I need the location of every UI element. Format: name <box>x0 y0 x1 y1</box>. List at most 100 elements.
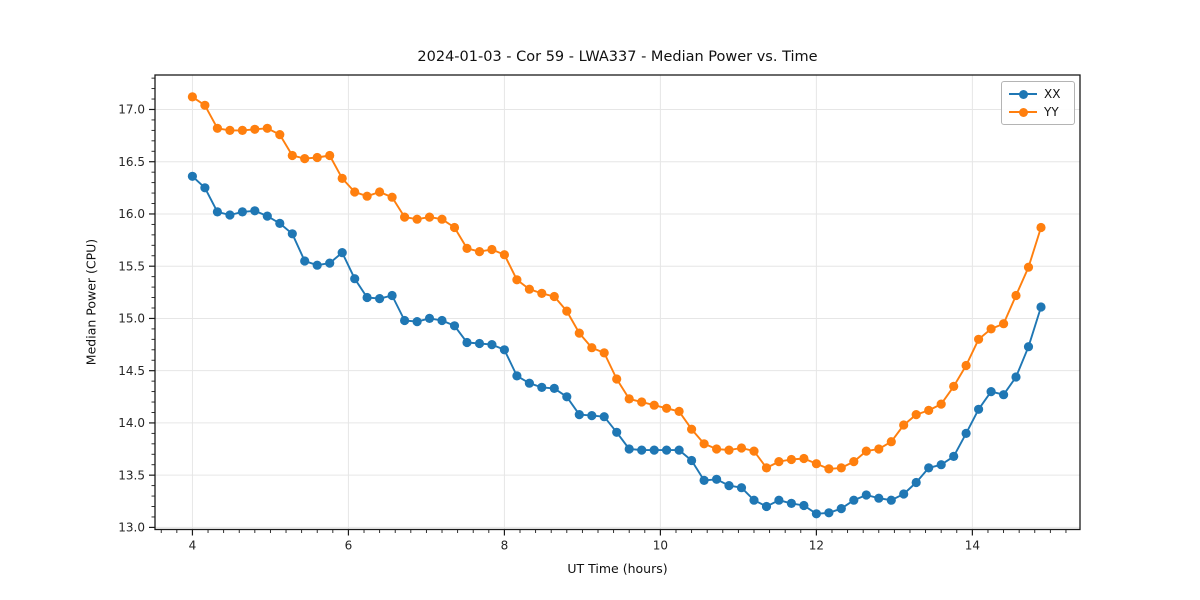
data-point-xx <box>487 340 497 350</box>
data-point-yy <box>362 191 372 201</box>
data-point-yy <box>574 328 584 338</box>
data-point-yy <box>936 399 946 409</box>
data-point-yy <box>337 173 347 183</box>
data-point-xx <box>237 207 247 217</box>
y-tick-label: 16.0 <box>118 207 145 221</box>
y-tick-label: 16.5 <box>118 155 145 169</box>
data-point-yy <box>462 243 472 253</box>
legend-label-xx: XX <box>1044 87 1061 101</box>
data-point-yy <box>986 324 996 334</box>
data-point-xx <box>974 404 984 414</box>
data-point-yy <box>512 275 522 285</box>
data-point-yy <box>874 444 884 454</box>
data-point-yy <box>774 457 784 467</box>
data-point-xx <box>474 338 485 349</box>
data-point-yy <box>599 348 609 358</box>
data-point-yy <box>262 123 272 133</box>
data-point-xx <box>200 183 210 193</box>
data-point-yy <box>300 154 310 164</box>
data-point-yy <box>537 288 547 298</box>
data-point-yy <box>325 150 335 161</box>
data-point-yy <box>811 459 822 469</box>
data-point-xx <box>749 495 759 505</box>
x-axis-label: UT Time (hours) <box>567 561 668 576</box>
data-point-yy <box>237 125 247 135</box>
data-point-xx <box>375 294 385 304</box>
data-point-yy <box>949 381 959 391</box>
data-point-xx <box>362 292 372 303</box>
data-point-xx <box>649 445 659 455</box>
data-point-yy <box>687 424 697 434</box>
data-point-xx <box>212 207 222 217</box>
data-point-xx <box>637 445 647 455</box>
x-tick-label: 8 <box>501 539 509 553</box>
x-tick-label: 12 <box>809 539 824 553</box>
data-point-yy <box>587 343 597 353</box>
data-point-yy <box>549 291 559 302</box>
data-point-yy <box>225 125 235 135</box>
data-point-yy <box>699 439 709 449</box>
data-point-yy <box>724 445 734 455</box>
data-point-xx <box>499 345 509 355</box>
y-tick-label: 13.5 <box>118 468 145 482</box>
data-point-yy <box>624 394 634 404</box>
data-point-xx <box>549 383 559 393</box>
data-point-yy <box>999 319 1009 329</box>
data-point-xx <box>761 501 772 512</box>
data-point-xx <box>512 371 522 381</box>
data-point-xx <box>587 411 597 421</box>
x-tick-label: 4 <box>189 539 197 553</box>
data-point-yy <box>562 306 572 316</box>
data-point-xx <box>1023 342 1034 352</box>
data-point-yy <box>786 454 797 465</box>
data-point-yy <box>437 214 447 224</box>
data-point-yy <box>499 250 509 260</box>
data-point-yy <box>387 192 397 202</box>
data-point-yy <box>412 214 422 224</box>
data-point-xx <box>849 495 859 505</box>
data-point-yy <box>212 123 222 133</box>
data-point-xx <box>562 392 572 402</box>
data-point-xx <box>687 455 697 466</box>
legend-item-xx: XX <box>1009 87 1066 101</box>
data-point-xx <box>574 410 584 420</box>
data-point-xx <box>949 451 959 461</box>
data-point-xx <box>537 382 547 392</box>
data-point-yy <box>749 446 759 456</box>
data-point-xx <box>312 260 322 270</box>
data-point-yy <box>662 403 672 413</box>
data-point-xx <box>437 315 447 326</box>
y-tick-label: 14.5 <box>118 364 145 378</box>
data-point-yy <box>736 443 747 453</box>
yy-dot-icon <box>1018 107 1028 117</box>
data-point-yy <box>849 457 859 467</box>
x-tick-label: 14 <box>965 539 980 553</box>
data-point-yy <box>200 100 210 110</box>
yy-line-marker-swatch <box>1009 107 1037 117</box>
data-point-xx <box>424 313 435 323</box>
data-point-xx <box>624 444 634 454</box>
data-point-xx <box>187 171 197 181</box>
data-point-yy <box>275 130 285 140</box>
data-point-yy <box>287 150 297 161</box>
series-line-xx <box>191 175 1042 515</box>
data-point-xx <box>674 445 684 455</box>
y-tick-label: 13.0 <box>118 521 145 535</box>
data-point-yy <box>911 410 921 420</box>
data-point-xx <box>412 317 422 327</box>
data-point-yy <box>375 187 385 197</box>
data-point-xx <box>699 475 709 485</box>
data-point-yy <box>899 420 909 430</box>
data-point-yy <box>487 244 497 255</box>
x-tick-label: 6 <box>345 539 353 553</box>
data-point-yy <box>886 437 896 447</box>
data-point-xx <box>400 315 410 326</box>
data-point-yy <box>1036 222 1046 233</box>
data-point-yy <box>824 464 834 474</box>
data-point-xx <box>250 206 260 216</box>
data-point-xx <box>225 210 235 220</box>
data-point-yy <box>799 453 809 464</box>
legend-label-yy: YY <box>1044 105 1059 119</box>
